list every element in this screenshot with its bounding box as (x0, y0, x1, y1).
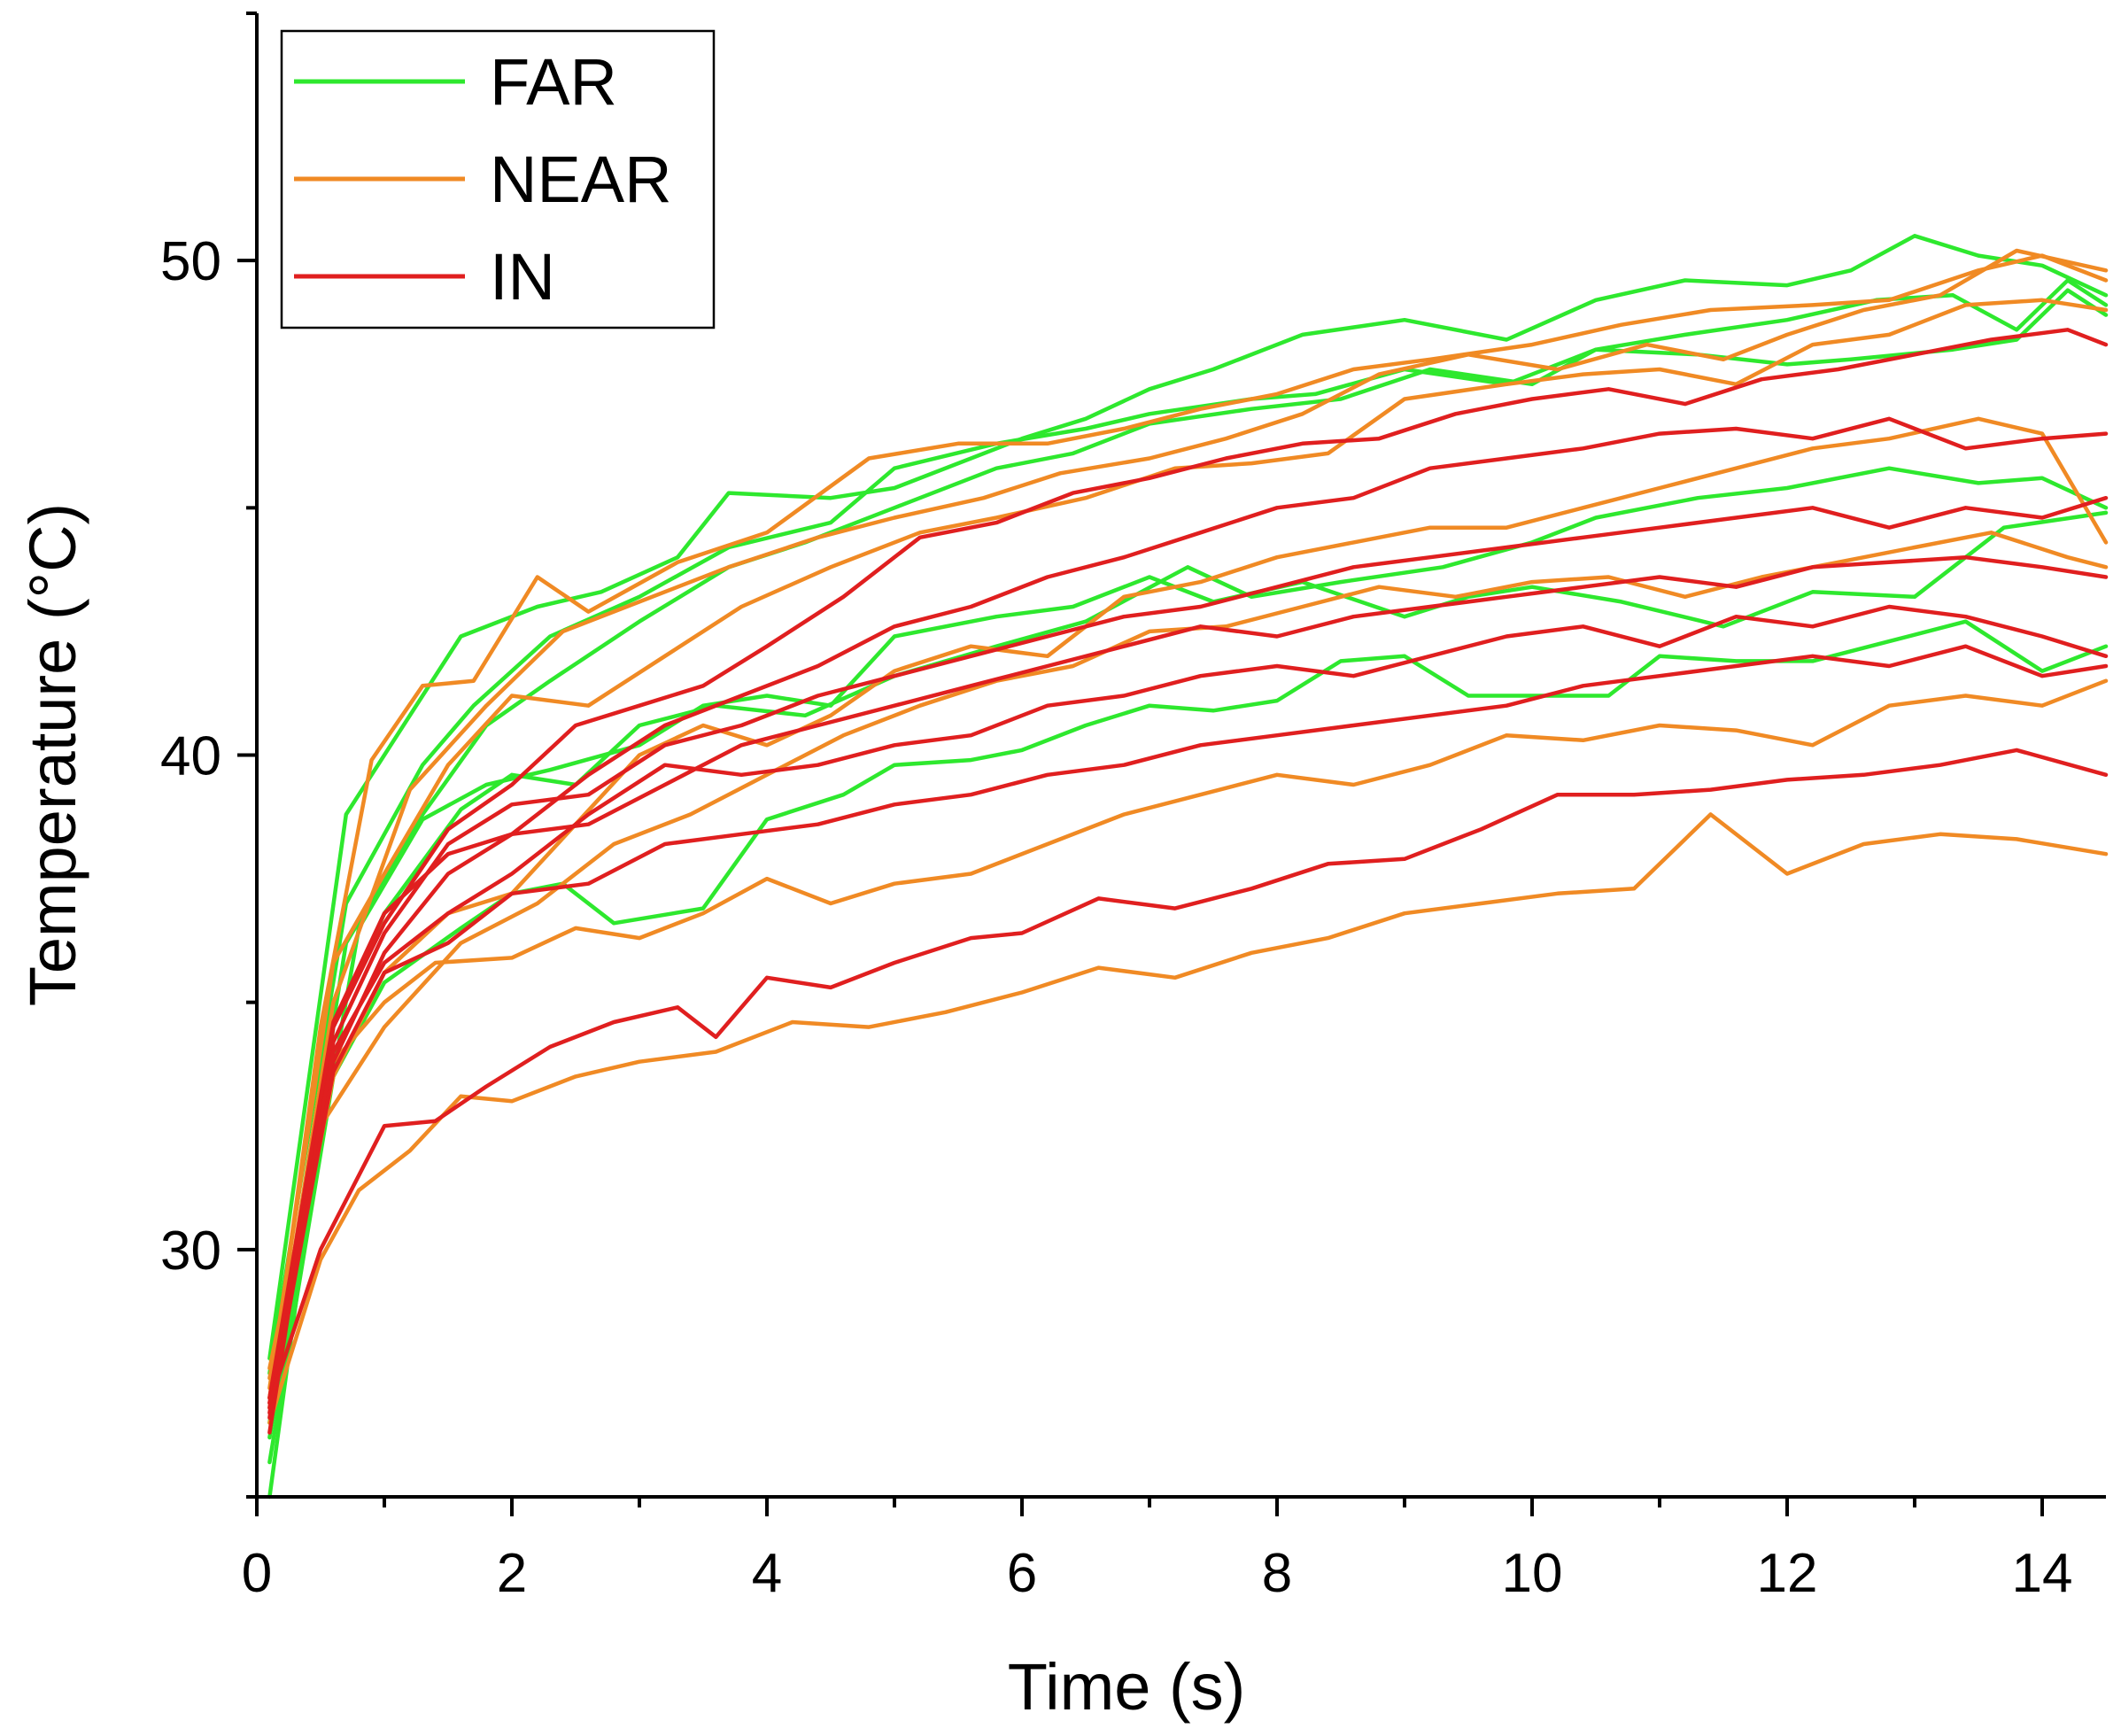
x-tick-label: 12 (1757, 1543, 1818, 1604)
series-line-near-9 (267, 298, 2109, 1391)
series-line-in-19 (267, 644, 2109, 1415)
series-line-near-7 (267, 253, 2109, 1400)
series-line-in-15 (267, 416, 2109, 1420)
legend-label-near: NEAR (490, 143, 672, 216)
x-tick-label: 0 (242, 1543, 272, 1604)
y-tick-label: 40 (160, 726, 221, 787)
legend-label-in: IN (490, 240, 555, 314)
series-line-far-3 (267, 288, 2109, 1425)
x-tick-label: 4 (752, 1543, 782, 1604)
series-line-in-20 (267, 748, 2109, 1406)
x-tick-label: 2 (497, 1543, 527, 1604)
series-line-far-1 (267, 234, 2109, 1360)
series-line-far-6 (267, 510, 2109, 1440)
y-ticks: 30 40 50 (160, 12, 257, 1499)
series-line-in-16 (267, 495, 2109, 1410)
y-tick-label: 50 (160, 231, 221, 292)
legend: FAR NEAR IN (280, 29, 716, 329)
x-tick-label: 8 (1262, 1543, 1292, 1604)
series-line-in-14 (267, 328, 2109, 1435)
x-tick-label: 10 (1502, 1543, 1563, 1604)
y-axis-title: Temperature (°C) (16, 503, 89, 1006)
x-ticks: 0 2 4 6 8 10 12 14 (242, 1497, 2073, 1604)
x-tick-label: 6 (1007, 1543, 1037, 1604)
x-axis-title: Time (s) (1008, 1650, 1246, 1724)
series-line-near-10 (267, 416, 2109, 1400)
legend-label-far: FAR (490, 45, 617, 119)
series-line-near-8 (267, 248, 2109, 1410)
series-line-in-18 (267, 604, 2109, 1406)
series-line-near-12 (267, 812, 2109, 1425)
x-tick-label: 14 (2012, 1543, 2073, 1604)
series-line-in-17 (267, 554, 2109, 1400)
series-line-near-11 (267, 678, 2109, 1381)
series-layer (267, 234, 2109, 1500)
y-tick-label: 30 (160, 1221, 221, 1282)
